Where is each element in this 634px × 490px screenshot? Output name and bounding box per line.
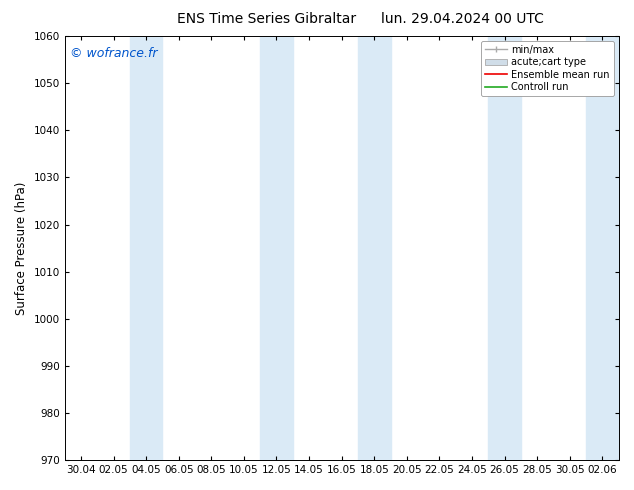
Bar [130,36,162,460]
Bar [488,36,521,460]
Legend: min/max, acute;cart type, Ensemble mean run, Controll run: min/max, acute;cart type, Ensemble mean … [481,41,614,96]
Y-axis label: Surface Pressure (hPa): Surface Pressure (hPa) [15,181,28,315]
Text: ENS Time Series Gibraltar: ENS Time Series Gibraltar [177,12,356,26]
Text: © wofrance.fr: © wofrance.fr [70,47,158,60]
Bar [586,36,619,460]
Text: lun. 29.04.2024 00 UTC: lun. 29.04.2024 00 UTC [382,12,544,26]
Bar [260,36,293,460]
Bar [358,36,391,460]
